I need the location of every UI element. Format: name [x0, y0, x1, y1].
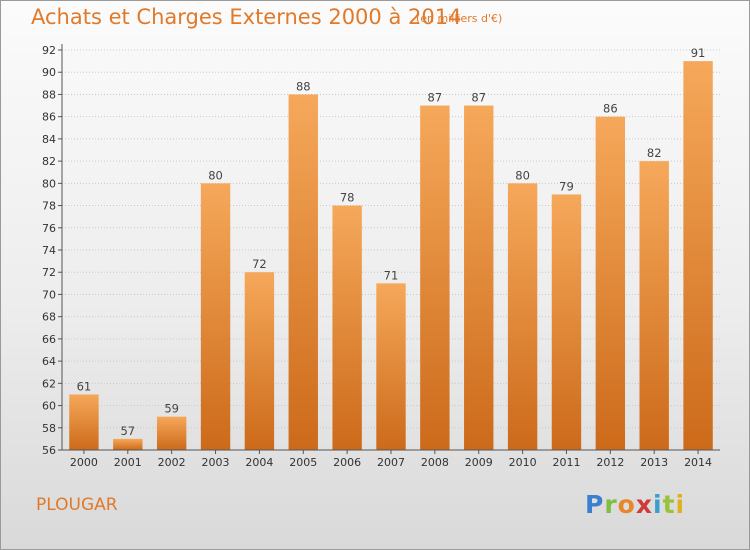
y-tick-label: 88	[42, 88, 56, 101]
y-tick-label: 56	[42, 444, 56, 457]
y-tick-label: 84	[42, 133, 56, 146]
chart-title: Achats et Charges Externes 2000 à 2014	[31, 5, 462, 29]
bar-value-label: 72	[252, 257, 267, 271]
bar-value-label: 79	[559, 179, 574, 193]
logo-letter: i	[675, 490, 686, 519]
logo-letter: x	[635, 490, 653, 519]
bar	[156, 416, 187, 450]
y-tick-label: 68	[42, 311, 56, 324]
commune-name: PLOUGAR	[36, 495, 118, 515]
bar	[420, 105, 450, 451]
x-tick-label: 2011	[552, 456, 580, 469]
bar-value-label: 71	[384, 268, 399, 282]
x-tick-label: 2006	[333, 456, 361, 469]
logo-letter: o	[617, 490, 636, 519]
x-tick-label: 2005	[289, 456, 317, 469]
y-tick-label: 86	[42, 111, 56, 124]
x-tick-label: 2013	[640, 456, 668, 469]
bar-value-label: 80	[208, 168, 223, 182]
bar	[288, 94, 318, 450]
bar-value-label: 87	[428, 91, 443, 105]
bar	[551, 194, 582, 450]
y-tick-label: 80	[42, 177, 56, 190]
logo-letter: i	[653, 490, 663, 519]
bar	[376, 283, 406, 450]
x-tick-label: 2009	[465, 456, 493, 469]
bar-value-label: 91	[691, 46, 706, 60]
x-tick-label: 2008	[421, 456, 449, 469]
x-tick-label: 2010	[509, 456, 537, 469]
logo-letter: r	[604, 490, 618, 519]
bar-value-label: 88	[296, 79, 311, 93]
y-tick-label: 82	[42, 155, 56, 168]
bar-value-label: 86	[603, 102, 618, 116]
y-tick-label: 64	[42, 355, 56, 368]
proxiti-logo: Proxiti	[585, 490, 685, 519]
bar	[507, 183, 538, 451]
y-tick-label: 76	[42, 222, 56, 235]
bar	[69, 394, 99, 450]
bar-value-label: 87	[471, 91, 486, 105]
y-tick-label: 62	[42, 377, 56, 390]
y-tick-label: 66	[42, 333, 56, 346]
y-tick-label: 58	[42, 422, 56, 435]
y-tick-label: 70	[42, 288, 56, 301]
bar	[332, 205, 362, 450]
axes: 56 58 60 62 64 66 68 70 72 74 76 78 80 82 84 86 88 90 92 20…	[42, 44, 720, 469]
bar	[200, 183, 231, 451]
bar-value-label: 59	[164, 402, 179, 416]
x-tick-label: 2001	[114, 456, 142, 469]
y-tick-label: 90	[42, 66, 56, 79]
bars: 61 57 59 80 72 88 78 71 87 87 80 79 86 82 91	[69, 46, 713, 451]
bar-value-label: 80	[515, 168, 530, 182]
bar-value-label: 78	[340, 191, 355, 205]
bar	[244, 272, 275, 450]
y-tick-label: 78	[42, 200, 56, 213]
y-tick-label: 60	[42, 400, 56, 413]
x-tick-label: 2014	[684, 456, 712, 469]
x-tick-label: 2003	[202, 456, 230, 469]
x-tick-label: 2002	[158, 456, 186, 469]
x-tick-label: 2012	[596, 456, 624, 469]
bar-value-label: 57	[120, 424, 135, 438]
bar	[464, 105, 494, 451]
bar	[595, 116, 626, 451]
y-tick-label: 74	[42, 244, 56, 257]
bar	[683, 61, 713, 450]
y-tick-label: 72	[42, 266, 56, 279]
bar-value-label: 82	[647, 146, 662, 160]
bar	[639, 161, 669, 450]
chart-subtitle: (en milliers d'€)	[416, 12, 503, 25]
logo-letter: P	[585, 490, 605, 519]
x-tick-label: 2004	[245, 456, 273, 469]
bar-value-label: 61	[77, 379, 92, 393]
logo-letter: t	[662, 490, 676, 519]
x-tick-label: 2000	[70, 456, 98, 469]
bar	[113, 438, 143, 450]
x-tick-label: 2007	[377, 456, 405, 469]
y-tick-label: 92	[42, 44, 56, 57]
